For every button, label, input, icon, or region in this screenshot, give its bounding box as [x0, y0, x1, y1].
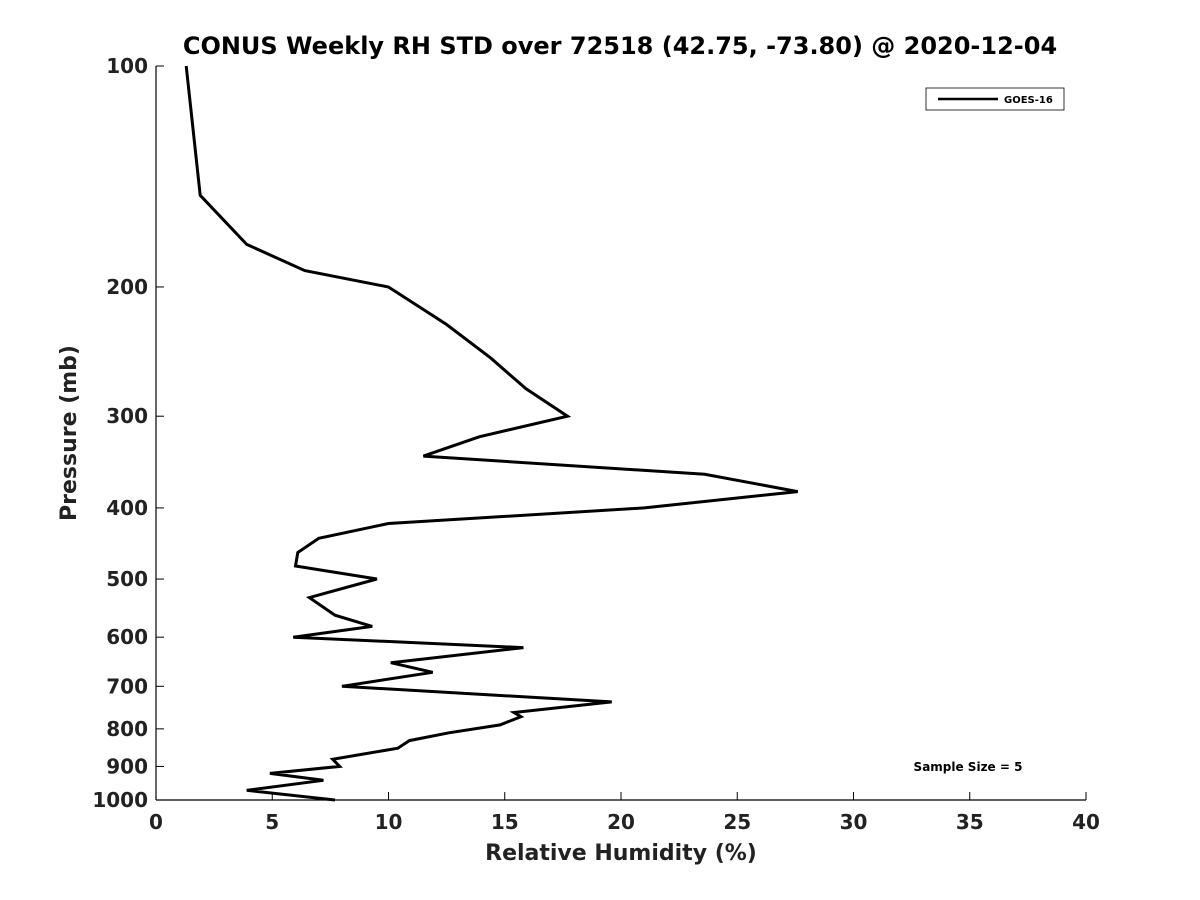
legend: GOES-16	[925, 87, 1065, 111]
y-tick-label: 300	[106, 404, 148, 428]
y-tick-label: 400	[106, 496, 148, 520]
x-ticks: 0 5 10 15 20 25 30 35 40	[149, 792, 1100, 834]
series-line-goes-16	[184, 65, 798, 802]
x-tick-label: 0	[149, 810, 163, 834]
sample-size-annotation: Sample Size = 5	[914, 760, 1023, 774]
y-tick-label: 700	[106, 674, 148, 698]
y-tick-label: 800	[106, 717, 148, 741]
y-axis-label: Pressure (mb)	[57, 345, 82, 521]
x-tick-label: 10	[375, 810, 403, 834]
y-tick-label: 1000	[92, 788, 148, 812]
legend-label-goes16: GOES-16	[1004, 95, 1053, 106]
y-tick-label: 900	[106, 754, 148, 778]
chart-title: CONUS Weekly RH STD over 72518 (42.75, -…	[183, 32, 1057, 60]
x-axis-label: Relative Humidity (%)	[485, 841, 757, 866]
y-tick-label: 500	[106, 567, 148, 591]
x-tick-label: 35	[956, 810, 984, 834]
x-tick-label: 20	[607, 810, 635, 834]
x-tick-label: 15	[491, 810, 519, 834]
y-tick-label: 100	[106, 54, 148, 78]
series-layer	[184, 65, 798, 802]
x-tick-label: 30	[840, 810, 868, 834]
axes	[155, 66, 1086, 801]
y-tick-label: 200	[106, 275, 148, 299]
x-tick-label: 5	[265, 810, 279, 834]
x-tick-label: 40	[1072, 810, 1100, 834]
y-tick-label: 600	[106, 625, 148, 649]
y-ticks: 100 200 300 400 500 600 700 800 900 1000	[92, 54, 164, 812]
x-tick-label: 25	[723, 810, 751, 834]
